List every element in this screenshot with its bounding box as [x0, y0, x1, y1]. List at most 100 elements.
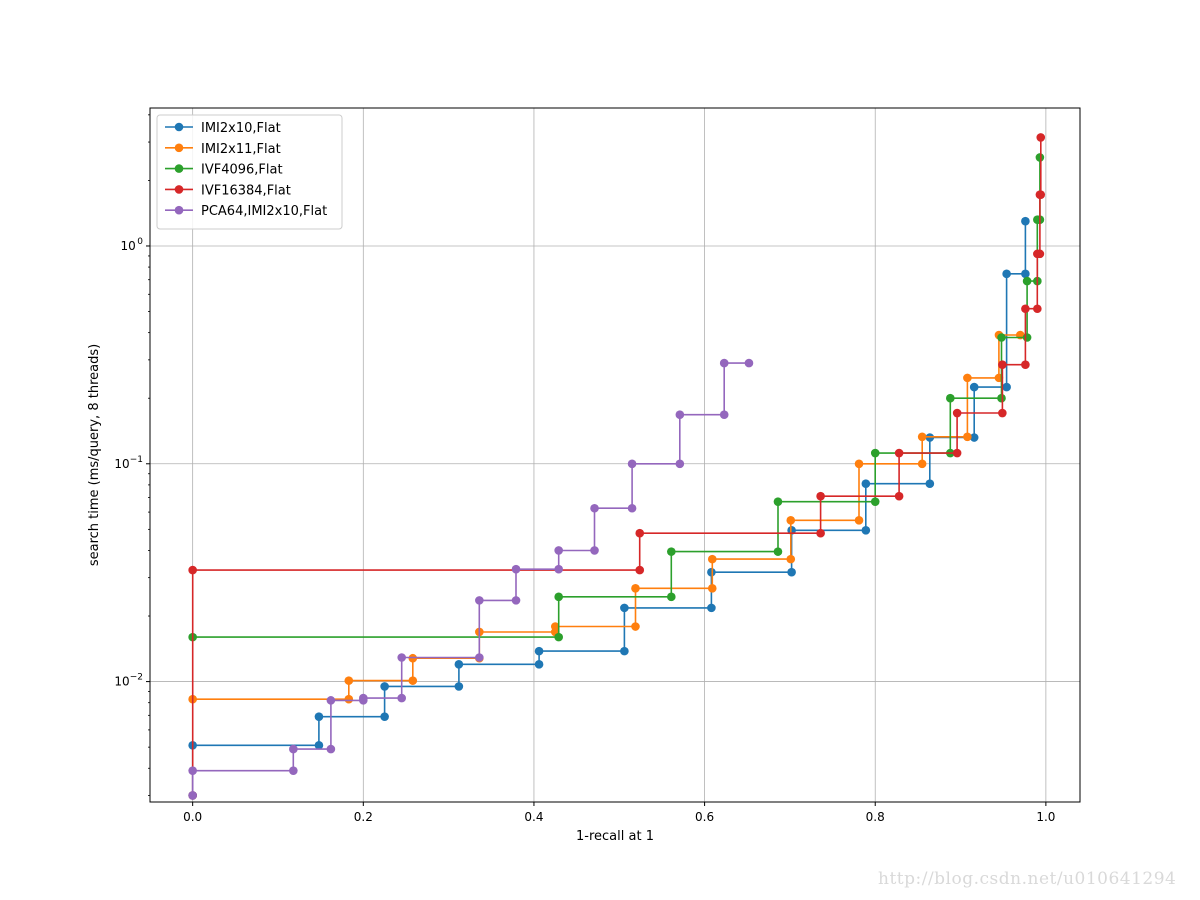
data-point: [773, 497, 783, 506]
y-tick-label: 10: [114, 675, 129, 689]
data-point: [816, 528, 825, 538]
y-axis-label: search time (ms/query, 8 threads): [87, 344, 102, 566]
y-tick-label: 10: [121, 239, 136, 253]
data-point: [997, 333, 1006, 342]
data-point: [870, 448, 880, 458]
legend-entry: IMI2x10,Flat: [165, 121, 281, 136]
series-line: [192, 334, 1021, 701]
legend-entry: IVF16384,Flat: [165, 183, 291, 198]
data-point: [590, 546, 599, 555]
data-point: [854, 516, 864, 525]
data-point: [707, 567, 716, 577]
data-point: [289, 744, 298, 754]
data-point: [675, 459, 685, 469]
data-point: [1036, 133, 1046, 142]
data-point: [1021, 269, 1030, 279]
data-point: [1021, 216, 1030, 226]
data-point: [620, 646, 629, 656]
x-tick-label: 0.8: [866, 810, 885, 824]
legend-label: IMI2x10,Flat: [201, 121, 281, 136]
data-point: [397, 693, 406, 703]
data-point: [397, 653, 406, 662]
data-point: [627, 503, 637, 513]
data-point: [1002, 382, 1011, 392]
data-point: [969, 433, 979, 442]
data-point: [511, 564, 521, 574]
data-point: [314, 712, 324, 721]
x-tick-label: 0.2: [354, 810, 373, 824]
x-tick-label: 0.6: [695, 810, 714, 824]
legend-swatch-marker: [174, 185, 184, 194]
data-point: [554, 564, 563, 574]
data-point: [554, 592, 563, 602]
data-point: [870, 497, 880, 506]
plot-area: [188, 133, 1046, 800]
data-point: [998, 408, 1007, 418]
y-tick-exponent: −2: [130, 673, 143, 683]
data-point: [188, 766, 197, 775]
legend-swatch-marker: [174, 122, 184, 132]
data-point: [344, 676, 354, 685]
data-point: [380, 682, 389, 691]
data-point: [946, 393, 955, 403]
series-4: [188, 358, 754, 800]
x-axis-label: 1-recall at 1: [576, 829, 654, 844]
data-point: [917, 459, 927, 469]
y-tick-exponent: −1: [130, 455, 143, 465]
legend-label: PCA64,IMI2x10,Flat: [201, 204, 327, 219]
x-tick-label: 0.4: [524, 810, 543, 824]
data-point: [475, 653, 484, 662]
data-point: [952, 448, 962, 458]
data-point: [861, 525, 871, 535]
data-point: [667, 547, 676, 556]
data-point: [787, 567, 796, 577]
legend-swatch-marker: [174, 164, 184, 173]
data-point: [534, 646, 544, 656]
data-point: [550, 622, 560, 631]
data-point: [1021, 304, 1030, 314]
data-point: [667, 592, 676, 602]
legend-label: IVF16384,Flat: [201, 183, 291, 198]
data-point: [1022, 276, 1032, 286]
data-point: [925, 479, 935, 489]
series-1: [188, 330, 1025, 704]
data-point: [963, 432, 972, 442]
legend-entry: PCA64,IMI2x10,Flat: [165, 204, 327, 219]
data-point: [861, 479, 871, 489]
data-point: [707, 554, 717, 564]
data-point: [917, 432, 927, 442]
data-point: [786, 516, 796, 525]
data-point: [1036, 190, 1046, 199]
data-point: [894, 448, 904, 458]
series-line: [191, 137, 1042, 796]
data-point: [635, 528, 645, 538]
data-point: [554, 632, 563, 642]
data-point: [1035, 249, 1045, 259]
data-point: [326, 696, 336, 705]
data-point: [1033, 304, 1042, 314]
data-point: [719, 358, 729, 368]
data-point: [997, 393, 1006, 403]
legend: IMI2x10,Flat IMI2x11,Flat IVF4096,Flat IVF1…: [156, 114, 343, 230]
x-tick-label: 1.0: [1036, 810, 1055, 824]
data-point: [380, 712, 389, 721]
y-tick-label: 10: [114, 457, 129, 471]
series-line: [191, 362, 749, 796]
data-point: [635, 565, 645, 575]
data-point: [408, 676, 418, 685]
plot-frame: [149, 107, 1081, 803]
data-point: [554, 546, 563, 555]
data-point: [998, 360, 1007, 370]
data-point: [631, 622, 640, 631]
data-point: [1002, 269, 1011, 279]
data-point: [894, 491, 904, 501]
data-point: [620, 603, 629, 613]
y-tick-exponent: 0: [137, 237, 143, 247]
x-tick-label: 0.0: [183, 810, 202, 824]
data-point: [344, 694, 354, 704]
data-point: [188, 565, 197, 575]
data-point: [454, 682, 464, 691]
legend-swatch-marker: [174, 205, 184, 215]
data-point: [326, 744, 336, 754]
legend-box: [156, 114, 343, 230]
